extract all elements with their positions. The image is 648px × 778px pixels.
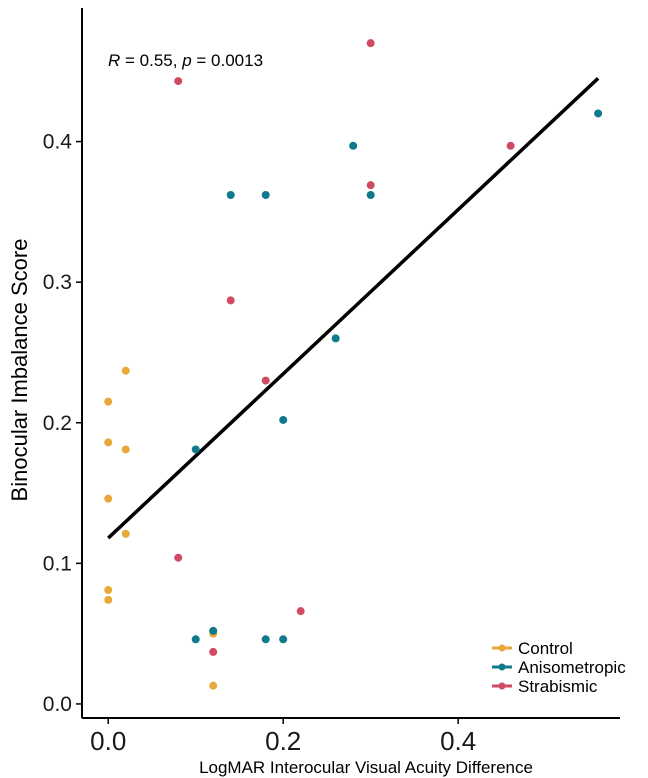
y-axis-title: Binocular Imbalance Score (7, 239, 32, 502)
data-point-control (104, 595, 113, 604)
legend-marker-anisometropic (498, 663, 506, 671)
x-tick-label: 0.0 (90, 726, 126, 756)
data-points (104, 39, 603, 690)
data-point-control (104, 397, 113, 406)
data-point-anisometropic (261, 190, 270, 199)
data-point-anisometropic (261, 635, 270, 644)
data-point-anisometropic (331, 334, 340, 343)
data-point-control (209, 681, 218, 690)
r-value: = 0.55, (120, 51, 182, 70)
data-point-strabismic (226, 296, 235, 305)
r-symbol: R (108, 51, 120, 70)
legend-marker-strabismic (498, 682, 506, 690)
y-tick-label: 0.0 (43, 693, 72, 716)
data-point-anisometropic (366, 190, 375, 199)
y-tick-label: 0.3 (43, 271, 72, 294)
data-point-control (104, 586, 113, 595)
legend-label-control: Control (518, 639, 573, 658)
p-symbol: p (181, 51, 191, 70)
data-point-control (121, 445, 130, 454)
data-point-strabismic (261, 376, 270, 385)
x-axis-title: LogMAR Interocular Visual Acuity Differe… (199, 758, 533, 777)
data-point-control (121, 366, 130, 375)
data-point-strabismic (366, 39, 375, 48)
y-tick-label: 0.4 (43, 131, 73, 154)
data-point-strabismic (366, 181, 375, 190)
data-point-anisometropic (191, 445, 200, 454)
legend-label-anisometropic: Anisometropic (518, 658, 626, 677)
data-point-strabismic (506, 141, 515, 150)
data-point-control (104, 438, 113, 447)
y-tick-label: 0.2 (43, 412, 72, 435)
data-point-strabismic (209, 647, 218, 656)
correlation-annotation: R = 0.55, p = 0.0013 (108, 51, 263, 70)
data-point-anisometropic (191, 635, 200, 644)
data-point-control (121, 529, 130, 538)
data-point-anisometropic (594, 109, 603, 118)
regression-line (107, 77, 600, 540)
data-point-anisometropic (209, 626, 218, 635)
x-ticks: 0.0 0.2 0.4 (90, 718, 476, 756)
data-point-anisometropic (349, 141, 358, 150)
data-point-anisometropic (279, 635, 288, 644)
legend-marker-control (498, 644, 506, 652)
p-value: = 0.0013 (192, 51, 263, 70)
x-tick-label: 0.2 (265, 726, 301, 756)
data-point-control (104, 494, 113, 503)
y-ticks: 0.0 0.1 0.2 0.3 0.4 (43, 131, 82, 716)
x-tick-label: 0.4 (440, 726, 476, 756)
y-tick-label: 0.1 (43, 552, 72, 575)
data-point-strabismic (174, 77, 183, 86)
regression-layer (107, 77, 600, 540)
data-point-strabismic (174, 553, 183, 562)
legend-label-strabismic: Strabismic (518, 677, 598, 696)
data-point-anisometropic (279, 415, 288, 424)
data-point-anisometropic (226, 190, 235, 199)
data-point-strabismic (296, 607, 305, 616)
